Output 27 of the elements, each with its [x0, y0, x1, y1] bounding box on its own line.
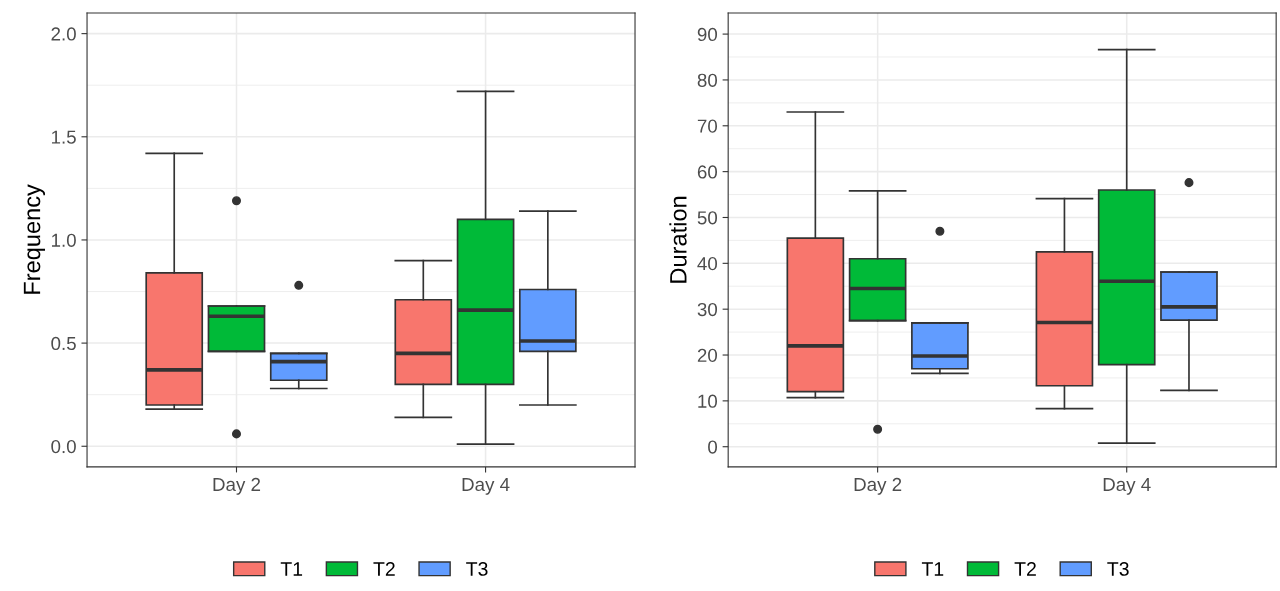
y-tick-label: 90	[697, 27, 718, 42]
legend-label: T1	[280, 562, 303, 576]
x-tick-label: Day 2	[213, 477, 261, 495]
y-tick-label: 80	[697, 73, 718, 87]
y-axis-title: Frequency	[23, 184, 46, 294]
legend-label: T1	[921, 562, 944, 576]
legend-label: T3	[466, 562, 488, 576]
legend-label: T2	[373, 562, 395, 576]
x-tick-label: Day 4	[1103, 478, 1151, 495]
y-tick-label: 40	[697, 257, 718, 271]
y-tick-label: 0.0	[51, 439, 76, 454]
y-tick-label: 0.5	[51, 336, 76, 351]
x-tick-label: Day 2	[854, 477, 902, 495]
y-tick-label: 30	[697, 302, 718, 317]
y-tick-label: 10	[698, 394, 718, 408]
y-tick-label: 0	[708, 440, 718, 454]
y-tick-label: 70	[697, 119, 718, 133]
y-axis-title: Duration	[669, 196, 687, 283]
y-tick-label: 1.5	[51, 130, 76, 144]
legend-label: T3	[1107, 562, 1129, 576]
y-tick-label: 2.0	[51, 27, 76, 41]
y-tick-label: 20	[697, 348, 718, 362]
y-tick-label: 60	[697, 165, 718, 179]
y-tick-label: 50	[697, 211, 718, 225]
legend-label: T2	[1014, 562, 1036, 576]
y-tick-label: 1.0	[51, 233, 76, 247]
x-tick-label: Day 4	[462, 478, 510, 495]
